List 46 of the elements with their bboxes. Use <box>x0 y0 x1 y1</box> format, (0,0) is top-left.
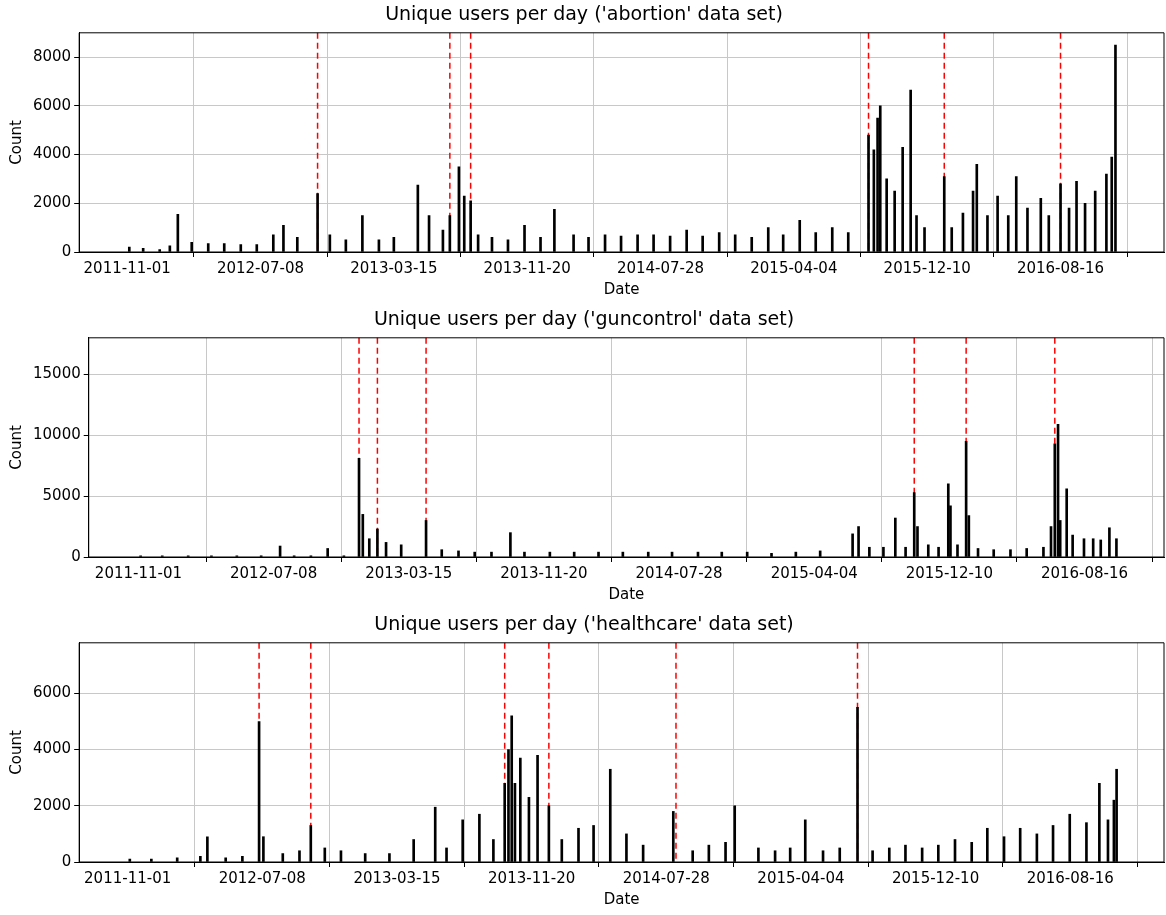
x-tick-label: 2015-04-04 <box>757 868 845 887</box>
y-tick-label: 4000 <box>32 144 72 163</box>
x-tick-label: 2015-12-10 <box>892 868 980 887</box>
y-tick-label: 0 <box>61 851 72 870</box>
x-tick-label: 2014-07-28 <box>635 563 723 582</box>
y-tick-label: 10000 <box>33 425 81 444</box>
x-tick-label: 2011-11-01 <box>94 563 183 582</box>
x-tick-label: 2013-11-20 <box>500 563 588 582</box>
x-tick-label: 2013-11-20 <box>483 258 571 277</box>
y-tick-label: 2000 <box>32 193 72 212</box>
x-axis-title: Date <box>608 584 645 603</box>
x-tick-label: 2013-03-15 <box>365 563 453 582</box>
x-tick-label: 2011-11-01 <box>83 258 171 277</box>
x-tick-label: 2016-08-16 <box>1040 563 1129 582</box>
y-tick-label: 15000 <box>33 364 81 383</box>
y-axis-title: Count <box>6 730 25 775</box>
x-tick-label: 2014-07-28 <box>616 258 705 277</box>
y-tick-label: 4000 <box>32 739 72 758</box>
y-tick-label: 0 <box>61 241 72 260</box>
chart-title: Unique users per day ('guncontrol' data set) <box>373 307 795 330</box>
x-tick-label: 2016-08-16 <box>1016 258 1105 277</box>
x-axis-title: Date <box>603 279 640 298</box>
x-tick-label: 2016-08-16 <box>1026 868 1114 887</box>
x-tick-label: 2013-03-15 <box>353 868 441 887</box>
y-tick-label: 5000 <box>42 486 81 504</box>
x-tick-label: 2012-07-08 <box>216 258 305 277</box>
x-tick-label: 2011-11-01 <box>84 868 172 887</box>
x-tick-label: 2012-07-08 <box>218 868 306 887</box>
y-axis-title: Count <box>6 425 25 470</box>
x-tick-label: 2013-11-20 <box>488 868 576 887</box>
chart-title: Unique users per day ('abortion' data set) <box>385 2 783 25</box>
x-tick-label: 2012-07-08 <box>230 563 318 582</box>
chart-title: Unique users per day ('healthcare' data set) <box>374 612 794 635</box>
y-tick-label: 8000 <box>32 47 72 66</box>
y-tick-label: 6000 <box>32 95 72 114</box>
x-axis-title: Date <box>603 889 640 908</box>
x-tick-label: 2013-03-15 <box>350 258 438 277</box>
y-axis-title: Count <box>6 120 25 165</box>
y-tick-label: 6000 <box>32 683 72 702</box>
x-tick-label: 2015-04-04 <box>750 258 838 277</box>
x-tick-label: 2015-12-10 <box>883 258 971 277</box>
x-tick-label: 2014-07-28 <box>622 868 710 887</box>
x-tick-label: 2015-04-04 <box>770 563 858 582</box>
x-tick-label: 2015-12-10 <box>905 563 993 582</box>
y-tick-label: 0 <box>71 546 81 565</box>
y-tick-label: 2000 <box>32 795 72 814</box>
